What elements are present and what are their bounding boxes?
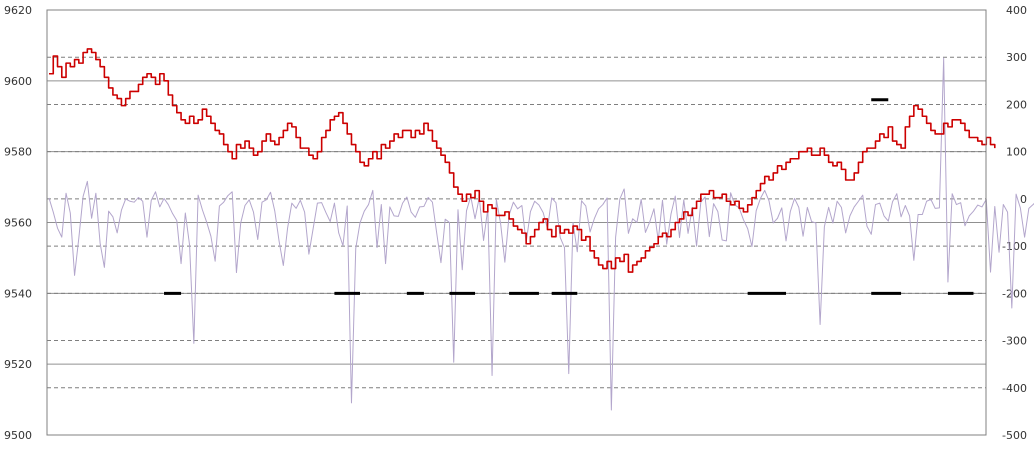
series-lines (48, 48, 1034, 411)
grid-lines (47, 9, 986, 436)
right-tick-label: 0 (1020, 193, 1027, 206)
right-tick-label: 200 (1006, 98, 1027, 111)
right-tick-label: -400 (1002, 382, 1027, 395)
price-series-line (49, 48, 996, 273)
right-tick-label: -500 (1002, 429, 1027, 442)
right-tick-label: 100 (1006, 146, 1027, 159)
left-tick-label: 9560 (4, 217, 32, 230)
left-tick-label: 9500 (4, 429, 32, 442)
plot-frame (46, 9, 987, 436)
left-tick-label: 9600 (4, 75, 32, 88)
right-tick-label: -200 (1002, 287, 1027, 300)
left-tick-label: 9620 (4, 4, 32, 17)
horizontal-markers (164, 98, 974, 295)
left-axis-tick-labels: 9500 9520 9540 9560 9580 9600 9620 (4, 4, 32, 442)
right-tick-label: 300 (1006, 51, 1027, 64)
left-tick-label: 9540 (4, 287, 32, 300)
left-tick-label: 9580 (4, 146, 32, 159)
right-tick-label: 400 (1006, 4, 1027, 17)
left-tick-label: 9520 (4, 358, 32, 371)
volume-series-line (48, 57, 1034, 411)
right-tick-label: -300 (1002, 335, 1027, 348)
